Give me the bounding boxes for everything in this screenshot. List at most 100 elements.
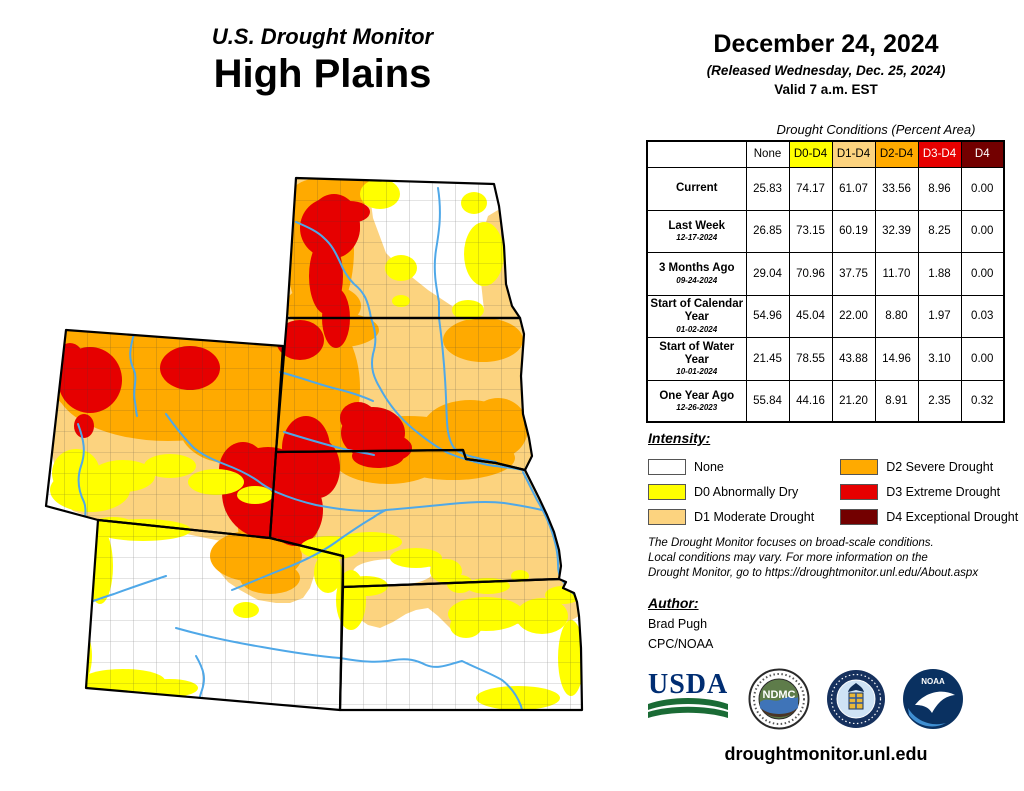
table-corner-cell (646, 140, 747, 168)
cell-value: 22.00 (831, 294, 876, 338)
cell-value: 37.75 (831, 251, 876, 296)
author-name: Brad Pugh (648, 617, 708, 631)
cell-value: 21.45 (745, 336, 790, 381)
cell-value: 21.20 (831, 379, 876, 423)
cell-value: 43.88 (831, 336, 876, 381)
cell-value: 0.00 (960, 209, 1005, 253)
author-block: Author: Brad Pugh CPC/NOAA (648, 595, 713, 651)
noaa-logo-text: NOAA (921, 677, 945, 686)
column-header-none: None (745, 140, 790, 168)
river-james-nd (433, 187, 441, 319)
legend-label: D3 Extreme Drought (886, 484, 1001, 499)
cell-value: 0.03 (960, 294, 1005, 338)
table-header-row: None D0-D4 D1-D4 D2-D4 D3-D4 D4 (646, 140, 1005, 168)
cell-value: 32.39 (874, 209, 919, 253)
cell-value: 74.17 (788, 166, 833, 211)
disclaimer-line: Local conditions may vary. For more info… (648, 552, 928, 564)
table-row: One Year Ago 12-26-2023 55.84 44.16 21.20… (646, 379, 1005, 423)
river-white-sd (283, 431, 375, 456)
cell-value: 54.96 (745, 294, 790, 338)
disclaimer-text: The Drought Monitor focuses on broad-sca… (648, 536, 1020, 581)
legend-title: Intensity: (648, 430, 711, 446)
disclaimer-line: The Drought Monitor focuses on broad-sca… (648, 537, 934, 549)
row-label: Start of Water Year (659, 340, 735, 366)
cell-value: 0.32 (960, 379, 1005, 423)
drought-conditions-table: None D0-D4 D1-D4 D2-D4 D3-D4 D4 Current … (646, 140, 1005, 423)
cell-value: 61.07 (831, 166, 876, 211)
table-row: Current 25.83 74.17 61.07 33.56 8.96 0.0… (646, 166, 1005, 211)
legend-item-d2: D2 Severe Drought (840, 454, 1018, 479)
cell-value: 44.16 (788, 379, 833, 423)
table-row: Start of Water Year 10-01-2024 21.45 78.5… (646, 336, 1005, 381)
column-header-d0-d4: D0-D4 (788, 140, 833, 168)
legend-swatch-d0 (648, 483, 686, 500)
legend-item-none: None (648, 454, 814, 479)
county-grid (46, 178, 582, 710)
river-bighorn-wy (129, 333, 138, 417)
page-title: High Plains (213, 52, 432, 96)
report-date: December 24, 2024 (713, 30, 939, 58)
legend-swatch-d4 (840, 508, 879, 525)
river-north-platte-ne (275, 491, 387, 513)
legend-swatch-d2 (840, 458, 879, 475)
usda-swoosh-icon (648, 698, 728, 719)
cell-value: 1.88 (917, 251, 962, 296)
noaa-logo: NOAA (903, 669, 963, 729)
ndmc-logo: NDMC (748, 668, 810, 730)
row-label: Start of Calendar Year (650, 298, 744, 324)
river-james-sd (438, 317, 497, 463)
river-south-platte (231, 509, 387, 591)
river-cheyenne-sd (279, 371, 374, 402)
table-row: 3 Months Ago 09-24-2024 29.04 70.96 37.75… (646, 251, 1005, 296)
cell-value: 0.00 (960, 336, 1005, 381)
author-org: CPC/NOAA (648, 637, 714, 651)
cell-value: 73.15 (788, 209, 833, 253)
table-caption: Drought Conditions (Percent Area) (776, 122, 976, 137)
agency-logos: USDA NDMC NOAA (648, 668, 988, 730)
legend-label: D0 Abnormally Dry (694, 484, 799, 499)
usda-logo: USDA (648, 668, 732, 726)
footer-url: droughtmonitor.unl.edu (724, 744, 928, 764)
legend-label: None (694, 459, 724, 474)
legend-item-d3: D3 Extreme Drought (840, 479, 1018, 504)
intensity-legend: Intensity: None D0 Abnormally Dry D1 Mod… (648, 430, 1018, 529)
cell-value: 1.97 (917, 294, 962, 338)
usda-logo-text: USDA (648, 668, 729, 700)
commerce-seal-logo (827, 670, 885, 728)
cell-value: 8.91 (874, 379, 919, 423)
cell-value: 29.04 (745, 251, 790, 296)
valid-time: Valid 7 a.m. EST (774, 82, 878, 97)
cell-value: 78.55 (788, 336, 833, 381)
legend-label: D1 Moderate Drought (694, 509, 815, 524)
cell-value: 55.84 (745, 379, 790, 423)
row-label: Current (675, 181, 718, 194)
legend-swatch-d3 (840, 483, 879, 500)
legend-item-d4: D4 Exceptional Drought (840, 504, 1018, 529)
legend-item-d0: D0 Abnormally Dry (648, 479, 814, 504)
cell-value: 45.04 (788, 294, 833, 338)
legend-label: D4 Exceptional Drought (886, 509, 1019, 524)
cell-value: 0.00 (960, 251, 1005, 296)
state-border-kansas (338, 577, 584, 712)
row-label: Last Week (668, 219, 726, 232)
row-sublabel: 10-01-2024 (676, 367, 718, 377)
ndmc-logo-text: NDMC (763, 689, 796, 701)
cell-value: 0.00 (960, 166, 1005, 211)
cell-value: 14.96 (874, 336, 919, 381)
drought-map (18, 158, 640, 790)
cell-value: 8.25 (917, 209, 962, 253)
river-colorado-co (87, 575, 167, 604)
row-sublabel: 01-02-2024 (676, 324, 718, 334)
state-borders (44, 176, 584, 712)
legend-label: D2 Severe Drought (886, 459, 994, 474)
cell-value: 11.70 (874, 251, 919, 296)
column-header-d1-d4: D1-D4 (831, 140, 876, 168)
column-header-d3-d4: D3-D4 (917, 140, 962, 168)
cell-value: 8.80 (874, 294, 919, 338)
column-header-d4: D4 (960, 140, 1005, 168)
row-sublabel: 12-26-2023 (676, 402, 718, 412)
cell-value: 33.56 (874, 166, 919, 211)
disclaimer-line: Drought Monitor, go to https://droughtmo… (648, 567, 979, 579)
released-date: (Released Wednesday, Dec. 25, 2024) (706, 63, 946, 78)
